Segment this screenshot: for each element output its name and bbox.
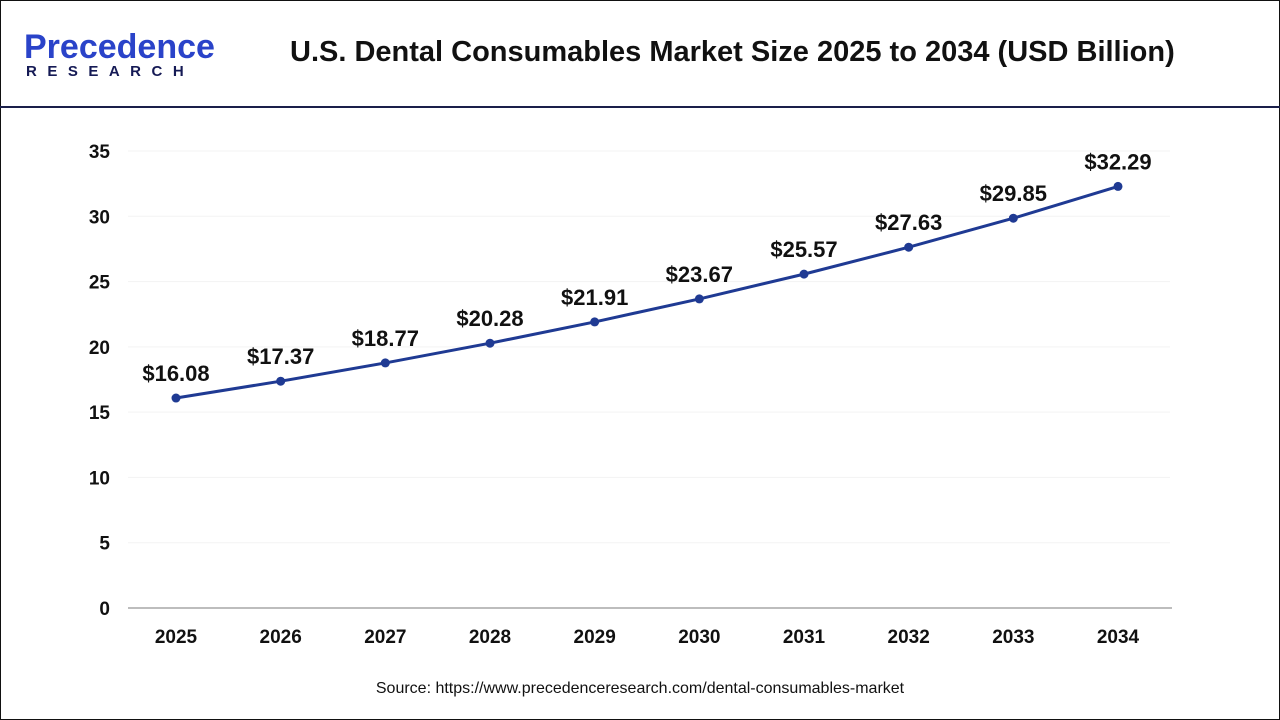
x-tick-label: 2027 [364,627,406,648]
data-point [1008,213,1018,223]
x-tick-label: 2026 [260,627,302,648]
data-label: $17.37 [247,344,314,369]
chart-title: U.S. Dental Consumables Market Size 2025… [290,36,1175,68]
logo-line1: Precedence [24,28,215,66]
header: Precedence RESEARCH U.S. Dental Consumab… [0,0,1280,108]
y-tick-label: 35 [89,142,111,163]
y-tick-label: 10 [89,468,110,489]
data-label: $21.91 [561,285,628,310]
data-point [694,294,704,304]
x-tick-label: 2029 [574,627,616,648]
data-label: $27.63 [875,210,942,235]
data-point [485,338,495,348]
data-label: $20.28 [456,306,523,331]
data-point [1113,181,1123,191]
data-label: $29.85 [980,181,1047,206]
logo: Precedence RESEARCH [24,30,215,80]
data-point [171,393,181,403]
x-tick-label: 2030 [678,627,720,648]
logo-line2: RESEARCH [26,63,195,80]
data-label: $23.67 [666,262,733,287]
y-tick-label: 25 [89,273,111,294]
data-point [904,242,914,252]
x-tick-label: 2028 [469,627,511,648]
x-tick-label: 2032 [888,627,930,648]
data-label: $16.08 [142,361,209,386]
data-label: $32.29 [1084,149,1151,174]
y-tick-label: 20 [89,338,110,359]
y-tick-label: 0 [99,599,110,620]
x-tick-label: 2031 [783,627,826,648]
data-point [380,358,390,368]
data-label: $18.77 [352,326,419,351]
data-point [276,376,286,386]
x-tick-label: 2025 [155,627,198,648]
data-label: $25.57 [770,237,837,262]
y-tick-label: 15 [89,403,111,424]
data-point [590,317,600,327]
y-tick-label: 30 [89,207,110,228]
data-point [799,269,809,279]
source-note: Source: https://www.precedenceresearch.c… [375,680,905,697]
x-tick-label: 2033 [992,627,1034,648]
y-tick-label: 5 [99,534,110,555]
x-tick-label: 2034 [1097,627,1140,648]
series-line [175,184,1119,400]
